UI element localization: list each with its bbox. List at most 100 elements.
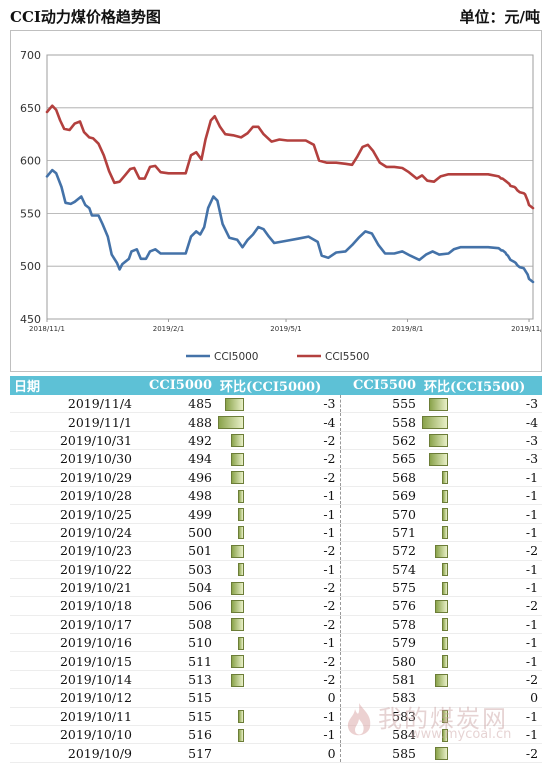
cell-cci5500: 578 [340,615,421,635]
cell-cci5000: 517 [136,743,216,763]
cell-date: 2019/10/16 [10,633,136,653]
table-row: 2019/10/14 513 -2 581 -2 [10,670,543,690]
cell-change-cci5500: 0 [450,688,543,708]
cell-cci5000: 498 [136,486,216,506]
cell-change-cci5500: -2 [450,743,543,763]
cell-cci5000: 504 [136,578,216,598]
cell-date: 2019/10/10 [10,725,136,745]
table-row: 2019/10/10 516 -1 584 -1 [10,725,543,745]
cell-bar-cci5500 [420,725,451,745]
table-row: 2019/10/11 515 -1 583 -1 [10,707,543,727]
cell-date: 2019/10/17 [10,615,136,635]
change-bar [441,655,449,669]
table-header-row: 日期 CCI5000 环比(CCI5000) CCI5500 环比(CCI550… [10,376,543,395]
price-table: 日期 CCI5000 环比(CCI5000) CCI5500 环比(CCI550… [10,376,543,763]
cell-bar-cci5000 [216,596,246,616]
x-tick-label: 2018/11/1 [29,325,65,333]
table-row: 2019/10/23 501 -2 572 -2 [10,541,543,561]
cell-bar-cci5000 [216,560,246,579]
cell-change-cci5500: -1 [450,486,543,506]
change-bar [231,599,244,613]
change-bar [231,618,244,632]
cell-change-cci5000: -2 [246,431,341,451]
cell-change-cci5500: -3 [450,449,543,469]
change-bar [441,563,449,577]
cell-date: 2019/10/23 [10,541,136,561]
cell-change-cci5500: -4 [450,412,543,432]
cell-bar-cci5500 [420,468,451,487]
cell-change-cci5500: -2 [450,596,543,616]
change-bar [237,526,244,540]
cell-bar-cci5000 [216,431,246,451]
change-bar [237,710,244,724]
cell-cci5500: 575 [340,578,421,598]
cell-date: 2019/10/25 [10,504,136,524]
cell-bar-cci5000 [216,523,246,543]
cell-change-cci5000: -2 [246,541,341,561]
cell-bar-cci5500 [420,707,451,727]
cell-bar-cci5500 [420,578,451,598]
change-bar [435,544,449,558]
cell-cci5000: 510 [136,633,216,653]
change-bar [224,397,244,411]
cell-change-cci5500: -1 [450,504,543,524]
cell-change-cci5500: -2 [450,670,543,690]
cell-change-cci5000: -1 [246,504,341,524]
cell-date: 2019/10/22 [10,560,136,579]
cell-change-cci5000: -1 [246,707,341,727]
change-bar [237,563,244,577]
cell-change-cci5000: -1 [246,633,341,653]
cell-date: 2019/10/12 [10,688,136,708]
change-bar [441,581,449,595]
change-bar [231,673,244,687]
change-bar [422,416,449,430]
table-row: 2019/10/12 515 0 583 0 [10,688,543,708]
cell-bar-cci5000 [216,578,246,598]
cell-change-cci5500: -1 [450,725,543,745]
y-tick-label: 550 [20,207,41,220]
cell-cci5500: 571 [340,523,421,543]
cell-bar-cci5500 [420,486,451,506]
cell-bar-cci5000 [216,615,246,635]
change-bar [441,728,449,742]
cell-change-cci5000: -4 [246,412,341,432]
cell-bar-cci5000 [216,707,246,727]
table-row: 2019/10/24 500 -1 571 -1 [10,523,543,543]
x-tick-label: 2019/11/1 [511,325,541,333]
cell-cci5500: 583 [340,688,421,708]
cell-change-cci5000: -1 [246,486,341,506]
change-bar [441,636,449,650]
cell-bar-cci5500 [420,523,451,543]
cell-bar-cci5000 [216,743,246,763]
table-row: 2019/10/30 494 -2 565 -3 [10,449,543,469]
price-trend-chart: 450 500 550 600 650 700 2018/11/1 2019/2/1 2019/… [20,49,541,363]
cell-cci5000: 501 [136,541,216,561]
table-row: 2019/10/16 510 -1 579 -1 [10,633,543,653]
cell-bar-cci5000 [216,504,246,524]
cell-change-cci5500: -1 [450,707,543,727]
change-bar [428,452,449,466]
cell-change-cci5500: -1 [450,578,543,598]
cell-cci5500: 579 [340,633,421,653]
cell-change-cci5000: -2 [246,468,341,487]
cell-change-cci5500: -1 [450,468,543,487]
cell-change-cci5500: -1 [450,615,543,635]
cell-cci5000: 513 [136,670,216,690]
cell-bar-cci5500 [420,670,451,690]
cell-cci5500: 585 [340,743,421,763]
change-bar [428,397,449,411]
x-tick-label: 2019/5/1 [270,325,301,333]
cell-date: 2019/10/14 [10,670,136,690]
cell-bar-cci5000 [216,412,246,432]
cell-cci5000: 496 [136,468,216,487]
change-bar [231,471,244,485]
cell-cci5500: 555 [340,395,421,414]
cell-cci5500: 562 [340,431,421,451]
cell-date: 2019/10/21 [10,578,136,598]
cell-change-cci5500: -1 [450,651,543,671]
cell-bar-cci5000 [216,486,246,506]
table-row: 2019/11/1 488 -4 558 -4 [10,412,543,432]
cell-cci5000: 499 [136,504,216,524]
change-bar [237,508,244,522]
cell-cci5500: 568 [340,468,421,487]
